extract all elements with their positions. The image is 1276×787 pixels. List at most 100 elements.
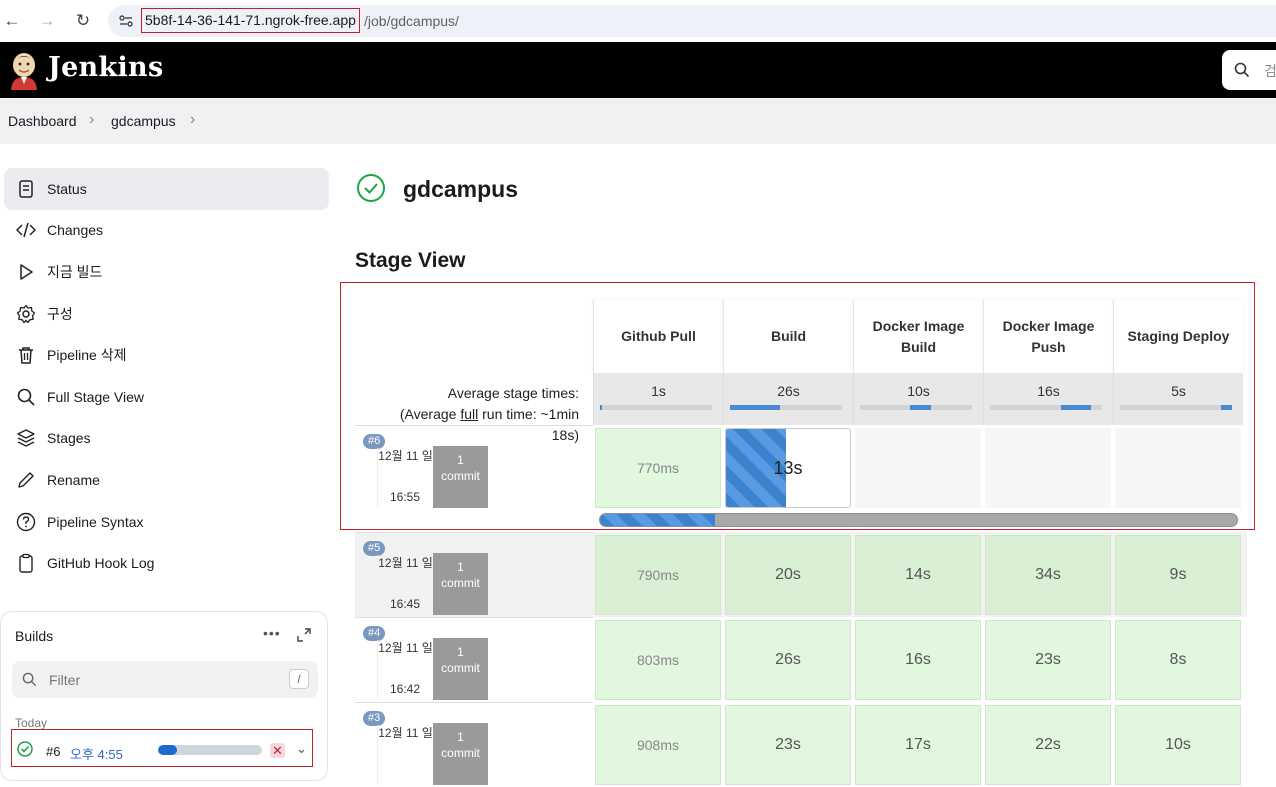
stage-cell-duration: 8s: [1169, 651, 1187, 668]
full-run-link[interactable]: full: [460, 406, 479, 422]
stage-cell[interactable]: 9s: [1115, 535, 1241, 615]
stage-average-bar: [1120, 405, 1232, 410]
trash-icon: [19, 347, 33, 364]
stage-cell[interactable]: 770ms: [595, 428, 721, 508]
sidebar-item-label: GitHub Hook Log: [47, 555, 155, 572]
stage-cell[interactable]: 17s: [855, 705, 981, 785]
stage-cell[interactable]: 34s: [985, 535, 1111, 615]
avg-label-line-1: Average stage times:: [447, 385, 579, 401]
sidebar-item-changes[interactable]: Changes: [4, 210, 329, 252]
stage-average: 5s: [1113, 373, 1243, 425]
stage-cell-duration: 23s: [775, 736, 801, 753]
stage-average-bar-fill: [600, 405, 603, 410]
run-commits[interactable]: 1 commit: [433, 638, 488, 700]
commit-count: 1: [457, 560, 464, 574]
stage-cell[interactable]: [855, 428, 981, 508]
run-commits[interactable]: 1 commit: [433, 553, 488, 615]
stage-header: Docker Image Build: [853, 300, 983, 373]
stage-cell[interactable]: 13s: [725, 428, 851, 508]
commit-label: commit: [441, 576, 480, 590]
search-box[interactable]: 검: [1222, 50, 1276, 90]
stage-cell[interactable]: [1115, 428, 1241, 508]
breadcrumb-dashboard[interactable]: Dashboard: [8, 113, 77, 129]
sidebar-item-github-hook-log[interactable]: GitHub Hook Log: [4, 542, 329, 584]
stage-cell[interactable]: 22s: [985, 705, 1111, 785]
chevron-down-icon[interactable]: ⌄: [296, 741, 307, 756]
stage-average-bar-fill: [1220, 405, 1232, 410]
jenkins-logo-icon[interactable]: [8, 50, 40, 90]
stage-cell-duration: 9s: [1169, 566, 1187, 583]
stage-cell-duration: 23s: [1035, 651, 1061, 668]
sidebar-item-build-now[interactable]: 지금 빌드: [4, 251, 329, 293]
run-date: 12월 11 일: [377, 555, 433, 615]
stage-cell[interactable]: 23s: [725, 705, 851, 785]
stage-cell[interactable]: 803ms: [595, 620, 721, 700]
stage-cell[interactable]: 790ms: [595, 535, 721, 615]
commit-label: commit: [441, 661, 480, 675]
stage-cell[interactable]: [985, 428, 1111, 508]
build-history-row[interactable]: #6 오후 4:55 ✕ ⌄: [11, 729, 313, 767]
pipeline-run-row: #5 12월 11 일 16:45 1 commit 790ms 20s 14s 34s 9s: [355, 532, 1247, 617]
stop-build-button[interactable]: ✕: [270, 743, 285, 758]
stage-average-bar: [990, 405, 1102, 410]
stage-cell-duration: 14s: [905, 566, 931, 583]
stage-cell[interactable]: 10s: [1115, 705, 1241, 785]
clipboard-icon: [19, 553, 33, 573]
back-icon[interactable]: ←: [3, 11, 21, 30]
chevron-right-icon[interactable]: ›: [190, 111, 196, 128]
stage-cell-duration: 16s: [905, 651, 931, 668]
stage-cell[interactable]: 20s: [725, 535, 851, 615]
sidebar-item-status[interactable]: Status: [4, 168, 329, 210]
brand-name[interactable]: Jenkins: [48, 52, 164, 83]
sidebar-item-full-stage-view[interactable]: Full Stage View: [4, 376, 329, 418]
sidebar-item-label: 구성: [47, 305, 73, 322]
run-commits[interactable]: 1 commit: [433, 723, 488, 785]
breadcrumb: Dashboard › gdcampus ›: [0, 98, 1276, 144]
stage-average-time: 5s: [1171, 383, 1186, 399]
stage-cell[interactable]: 8s: [1115, 620, 1241, 700]
stage-cell[interactable]: 23s: [985, 620, 1111, 700]
stage-cell[interactable]: 26s: [725, 620, 851, 700]
pipeline-run-row: #3 12월 11 일 1 commit 908ms 23s 17s 22s 10s: [355, 702, 1247, 787]
run-badge[interactable]: #6: [363, 434, 386, 449]
run-info: #6 12월 11 일 16:55 1 commit: [355, 425, 593, 509]
run-badge[interactable]: #5: [363, 541, 386, 556]
stage-cell[interactable]: 16s: [855, 620, 981, 700]
reload-icon[interactable]: ↻: [75, 11, 91, 30]
sidebar-item-label: Rename: [47, 471, 100, 488]
stage-cell[interactable]: 908ms: [595, 705, 721, 785]
sidebar-item-rename[interactable]: Rename: [4, 459, 329, 501]
sidebar-item-configure[interactable]: 구성: [4, 293, 329, 335]
run-date: 12월 11 일: [377, 448, 433, 508]
run-time: 16:42: [389, 682, 421, 696]
pipeline-run-row: #6 12월 11 일 16:55 1 commit 770ms 13s: [355, 425, 1247, 531]
stage-header: Staging Deploy: [1113, 300, 1243, 373]
avg-label-line-2: (Average full run time: ~1min: [349, 404, 579, 425]
play-icon: [20, 264, 33, 280]
run-badge[interactable]: #3: [363, 711, 386, 726]
forward-icon[interactable]: →: [38, 11, 56, 30]
stage-cell-duration: 770ms: [636, 460, 680, 476]
run-commits[interactable]: 1 commit: [433, 446, 488, 508]
build-time[interactable]: 오후 4:55: [70, 747, 123, 762]
run-badge[interactable]: #4: [363, 626, 386, 641]
status-icon: [19, 180, 33, 198]
more-icon[interactable]: •••: [263, 625, 281, 641]
stage-cell-duration: 20s: [775, 566, 801, 583]
sidebar-item-label: Pipeline 삭제: [47, 347, 127, 364]
breadcrumb-gdcampus[interactable]: gdcampus: [111, 113, 176, 129]
build-progress-fill: [158, 745, 177, 755]
address-bar[interactable]: 5b8f-14-36-141-71.ngrok-free.app /job/gd…: [108, 5, 1276, 37]
sidebar-item-label: 지금 빌드: [47, 263, 103, 280]
sidebar-item-delete-pipeline[interactable]: Pipeline 삭제: [4, 334, 329, 376]
sidebar-item-stages[interactable]: Stages: [4, 418, 329, 460]
average-stage-times-label: Average stage times: (Average full run t…: [349, 383, 579, 446]
site-settings-icon[interactable]: [118, 13, 134, 29]
builds-filter-input[interactable]: Filter /: [12, 661, 318, 698]
expand-icon[interactable]: [297, 628, 311, 642]
stage-cell[interactable]: 14s: [855, 535, 981, 615]
sidebar-item-label: Status: [47, 180, 87, 197]
sidebar-item-pipeline-syntax[interactable]: Pipeline Syntax: [4, 501, 329, 543]
stage-cell-duration: 22s: [1035, 736, 1061, 753]
build-number[interactable]: #6: [46, 744, 61, 759]
